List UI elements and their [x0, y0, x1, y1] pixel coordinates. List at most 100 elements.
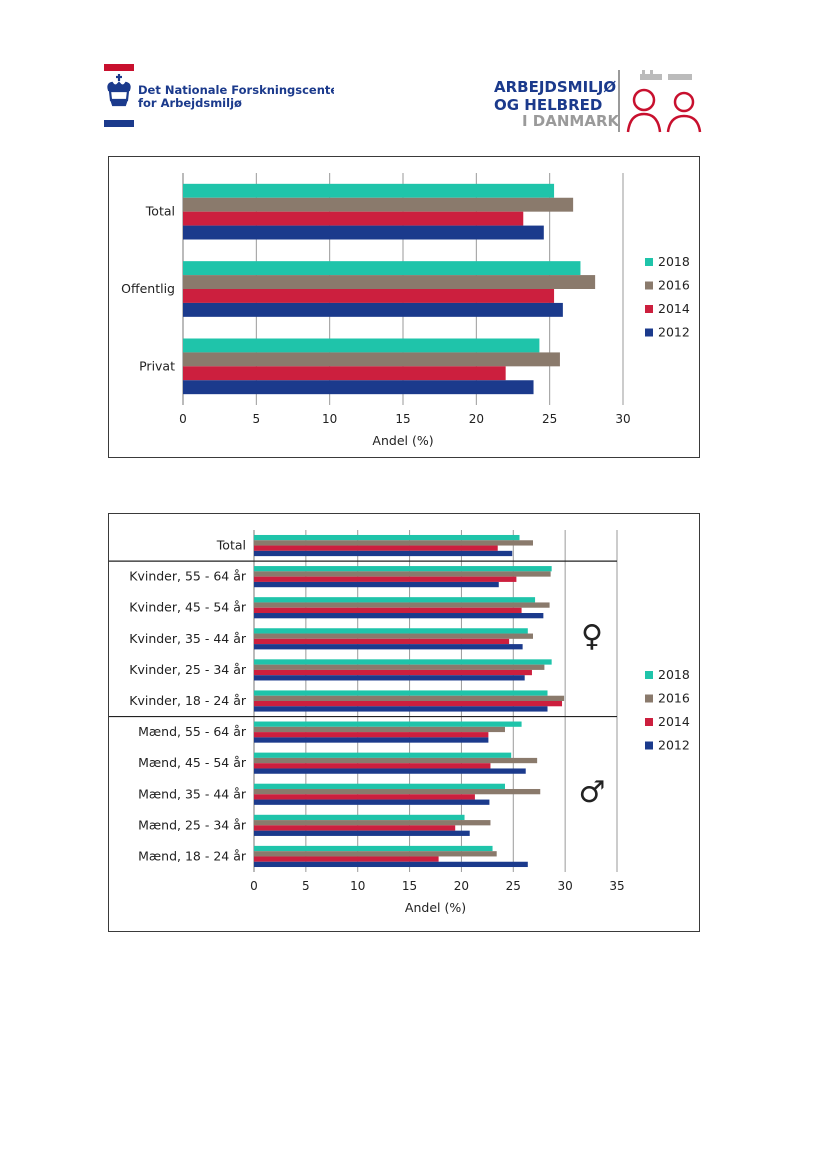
- bar-2014: [254, 545, 498, 551]
- category-label: Kvinder, 25 - 34 år: [129, 662, 247, 677]
- people-icon: [626, 88, 702, 133]
- bar-2018: [254, 721, 522, 727]
- logo-blue-stripe: [104, 120, 134, 127]
- bar-2016: [254, 664, 545, 670]
- bar-2014: [254, 576, 517, 582]
- bar-2014: [254, 763, 491, 769]
- bar-2018: [254, 597, 536, 603]
- legend-label-2012: 2012: [658, 325, 690, 340]
- bar-2012: [254, 768, 526, 774]
- male-symbol-icon: ♂: [579, 775, 606, 810]
- x-tick-label: 10: [322, 412, 337, 426]
- bar-2012: [254, 830, 470, 836]
- female-symbol-icon: ♀: [581, 619, 603, 654]
- x-tick-label: 10: [350, 879, 365, 893]
- bar-2018: [254, 628, 528, 634]
- bar-2018: [254, 752, 512, 758]
- bar-2014: [254, 825, 456, 831]
- bar-2014: [254, 856, 439, 862]
- bar-2014: [254, 638, 510, 645]
- bar-2014: [254, 732, 489, 738]
- bar-2012: [254, 706, 548, 712]
- bar-2018: [254, 566, 552, 572]
- factory-icon: [640, 70, 692, 80]
- bar-2018: [254, 690, 548, 696]
- crown-icon: [107, 74, 131, 107]
- legend-label-2014: 2014: [658, 301, 690, 316]
- bar-2018: [254, 814, 465, 821]
- category-label: Mænd, 35 - 44 år: [138, 786, 247, 801]
- bar-2014: [254, 669, 532, 676]
- x-tick-label: 0: [179, 412, 187, 426]
- x-tick-label: 20: [469, 412, 484, 426]
- bar-2012: [254, 799, 490, 805]
- legend-swatch-2014: [645, 718, 653, 726]
- bar-2018: [254, 845, 493, 852]
- bar-2012: [254, 737, 489, 743]
- bar-2012: [254, 581, 499, 588]
- category-label: Kvinder, 18 - 24 år: [129, 693, 247, 708]
- legend-label-2018: 2018: [658, 254, 690, 269]
- ahd-text-line3: I DANMARK: [522, 112, 621, 130]
- x-tick-label: 20: [454, 879, 469, 893]
- category-label: Mænd, 45 - 54 år: [138, 755, 247, 770]
- legend-label-2012: 2012: [658, 738, 690, 753]
- chart-sector-box: 0 5 10 15 20 25 30 Total Offentlig Privat Andel (%…: [108, 156, 700, 458]
- bar-2012: [254, 550, 513, 557]
- legend-swatch-2016: [645, 281, 653, 290]
- chart-gender-age: 0 5 10 15 20 25 30 35 Total Kvinder, 55 - 64 år Kv…: [109, 530, 690, 915]
- bar-2012: [254, 675, 525, 681]
- x-tick-label: 5: [302, 879, 310, 893]
- category-label: Kvinder, 45 - 54 år: [129, 600, 247, 615]
- x-tick-label: 0: [250, 879, 258, 893]
- category-label: Mænd, 25 - 34 år: [138, 817, 247, 832]
- category-label: Offentlig: [121, 281, 175, 296]
- bar-2014: [254, 607, 522, 614]
- x-tick-label: 30: [558, 879, 573, 893]
- category-label: Total: [145, 204, 175, 219]
- legend-label-2018: 2018: [658, 667, 690, 682]
- bar-2016: [183, 352, 560, 367]
- category-label: Kvinder, 35 - 44 år: [129, 631, 247, 646]
- bar-2018: [183, 338, 540, 353]
- category-label: Total: [216, 538, 246, 553]
- logo-text-line2: for Arbejdsmiljø: [138, 96, 242, 110]
- legend-swatch-2018: [645, 258, 653, 266]
- x-tick-label: 35: [609, 879, 624, 893]
- bar-2016: [254, 540, 533, 546]
- bar-2016: [183, 275, 596, 289]
- chart-gender-age-box: 0 5 10 15 20 25 30 35 Total Kvinder, 55 - 64 år Kv…: [108, 513, 700, 932]
- bar-2014: [254, 794, 475, 800]
- bar-2018: [183, 183, 555, 198]
- legend-swatch-2012: [645, 328, 653, 337]
- legend-label-2016: 2016: [658, 278, 690, 293]
- bar-2016: [254, 757, 538, 764]
- x-tick-label: 25: [506, 879, 521, 893]
- bar-2016: [183, 197, 574, 212]
- x-tick-label: 25: [542, 412, 557, 426]
- x-tick-label: 15: [402, 879, 417, 893]
- bar-2012: [183, 302, 563, 317]
- bar-2014: [254, 701, 563, 707]
- logo-text-line1: Det Nationale Forskningscenter: [138, 83, 334, 97]
- x-tick-label: 5: [253, 412, 261, 426]
- x-tick-label: 30: [615, 412, 630, 426]
- x-axis-label: Andel (%): [372, 433, 433, 448]
- bar-2016: [254, 788, 541, 795]
- bar-2018: [183, 261, 581, 276]
- legend-label-2014: 2014: [658, 714, 690, 729]
- legend-swatch-2016: [645, 694, 653, 703]
- bar-2016: [254, 602, 550, 608]
- bar-2012: [183, 225, 544, 240]
- x-tick-label: 15: [395, 412, 410, 426]
- bar-2016: [254, 571, 551, 577]
- nfa-logo: Det Nationale Forskningscenter for Arbej…: [104, 64, 334, 127]
- legend-swatch-2012: [645, 741, 653, 750]
- bar-2012: [254, 861, 528, 868]
- category-label: Mænd, 55 - 64 år: [138, 724, 247, 739]
- chart-sector: 0 5 10 15 20 25 30 Total Offentlig Privat Andel (%…: [121, 173, 690, 448]
- legend-label-2016: 2016: [658, 691, 690, 706]
- legend-swatch-2014: [645, 305, 653, 313]
- bar-2014: [183, 289, 555, 303]
- bar-2016: [254, 726, 505, 733]
